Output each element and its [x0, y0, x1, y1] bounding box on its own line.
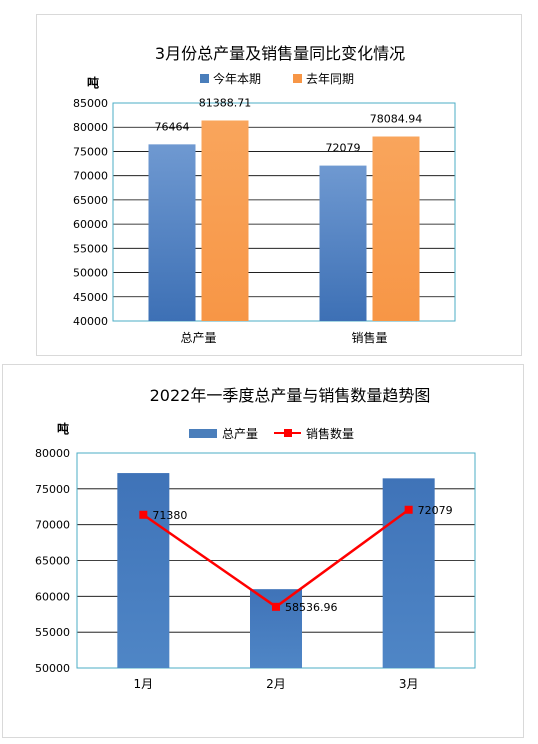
chart-title: 3月份总产量及销售量同比变化情况 — [155, 44, 405, 63]
y-tick-label-2: 50000 — [73, 267, 108, 280]
x-tick-label-2: 3月 — [399, 677, 419, 691]
data-label-1-1: 78084.94 — [370, 112, 423, 125]
y-tick-label-3: 65000 — [35, 555, 70, 568]
y-tick-label-2: 60000 — [35, 590, 70, 603]
legend-swatch-1 — [293, 74, 302, 83]
legend-label-0: 总产量 — [222, 427, 258, 441]
data-label-0-0: 76464 — [155, 120, 190, 133]
legend-label-1: 去年同期 — [306, 72, 354, 86]
y-tick-label-1: 45000 — [73, 291, 108, 304]
chart-panel-2: 2022年一季度总产量与销售数量趋势图吨 总产量 销售数量 50000 55000 600… — [2, 364, 524, 738]
y-tick-label-8: 80000 — [73, 121, 108, 134]
y-tick-label-6: 80000 — [35, 447, 70, 460]
line-marker-0 — [139, 510, 148, 519]
line-data-label-1: 58536.96 — [285, 601, 338, 614]
bar-0-1 — [319, 165, 367, 321]
y-tick-label-6: 70000 — [73, 170, 108, 183]
line-data-label-0: 71380 — [152, 509, 187, 522]
y-tick-label-4: 70000 — [35, 519, 70, 532]
line-marker-1 — [272, 602, 280, 611]
legend-swatch-0 — [189, 429, 217, 438]
y-unit-label: 吨 — [87, 75, 99, 90]
legend-marker-1 — [284, 429, 292, 437]
y-tick-label-0: 40000 — [73, 315, 108, 328]
y-tick-label-4: 60000 — [73, 218, 108, 231]
legend-label-0: 今年本期 — [213, 71, 261, 86]
legend-swatch-0 — [200, 74, 209, 83]
x-tick-label-1: 销售量 — [351, 330, 387, 345]
data-label-1-0: 81388.71 — [199, 96, 252, 109]
bar-1 — [250, 589, 302, 668]
line-marker-2 — [404, 505, 413, 514]
chart-title: 2022年一季度总产量与销售数量趋势图 — [150, 386, 431, 405]
x-tick-label-0: 1月 — [134, 677, 154, 691]
line-data-label-2: 72079 — [418, 504, 453, 517]
y-tick-label-9: 85000 — [73, 97, 108, 110]
bar-0 — [117, 473, 170, 668]
bar-0-0 — [148, 144, 196, 321]
bar-1-1 — [372, 136, 420, 321]
y-tick-label-7: 75000 — [73, 145, 108, 158]
x-tick-label-1: 2月 — [266, 677, 286, 691]
y-tick-label-0: 50000 — [35, 662, 70, 675]
x-tick-label-0: 总产量 — [180, 331, 216, 345]
y-tick-label-5: 75000 — [35, 483, 70, 496]
legend-label-1: 销售数量 — [306, 426, 354, 441]
bar-1-0 — [201, 120, 249, 321]
y-unit-label: 吨 — [57, 421, 69, 436]
y-tick-label-3: 55000 — [73, 242, 108, 255]
y-tick-label-1: 55000 — [35, 626, 70, 639]
chart-panel-1: 3月份总产量及销售量同比变化情况吨 今年本期 去年同期 40000 45000 50000… — [36, 14, 522, 356]
data-label-0-1: 72079 — [326, 142, 361, 155]
plot-border — [112, 102, 456, 322]
y-tick-label-5: 65000 — [73, 194, 108, 207]
